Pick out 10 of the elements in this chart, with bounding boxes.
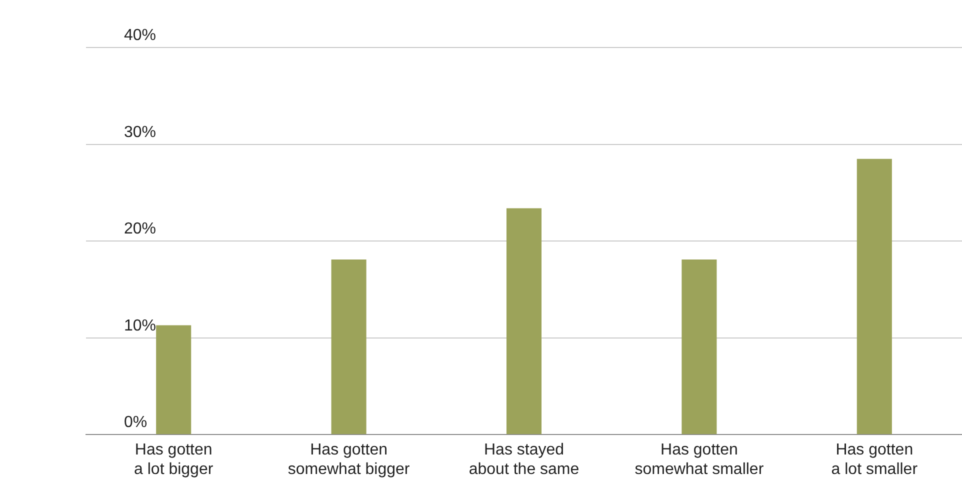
- x-tick-label: Has gotten somewhat bigger: [288, 442, 410, 478]
- x-tick-label: Has gotten a lot smaller: [831, 442, 918, 478]
- x-tick-label: Has gotten somewhat smaller: [634, 442, 764, 478]
- y-tick-label: 0%: [124, 414, 148, 432]
- y-tick-label: 20%: [124, 220, 156, 238]
- x-tick-label: Has gotten a lot bigger: [134, 442, 214, 478]
- y-tick-label: 30%: [124, 124, 156, 141]
- x-tick-label: Has stayed about the same: [468, 442, 580, 478]
- y-tick-label: 10%: [124, 317, 156, 334]
- y-tick-label: 40%: [124, 27, 156, 44]
